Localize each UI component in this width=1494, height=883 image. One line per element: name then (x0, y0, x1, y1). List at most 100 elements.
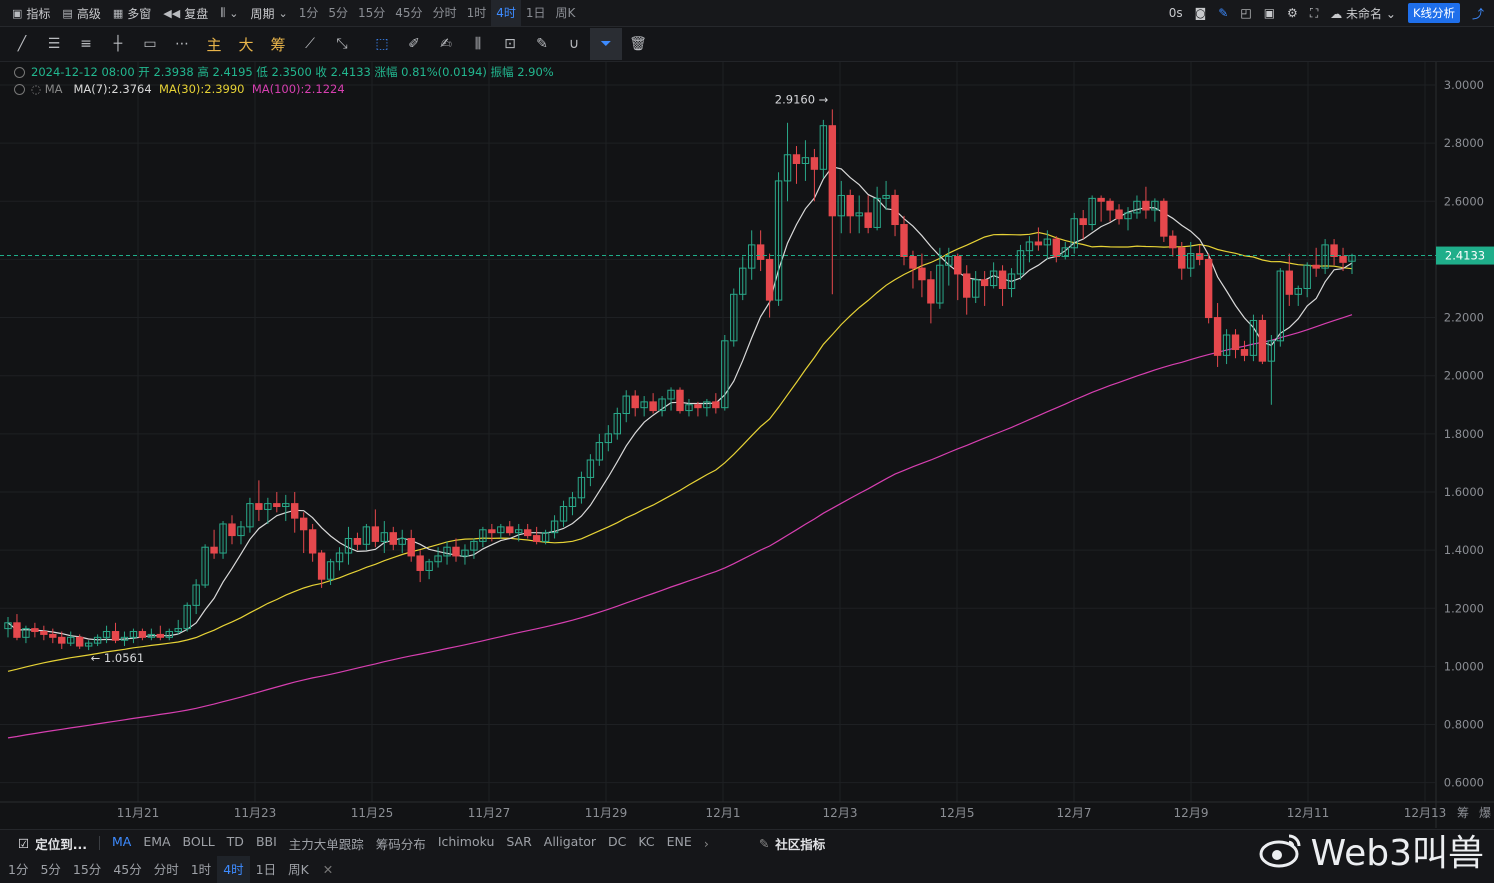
candle-up (443, 546, 451, 557)
candle-down (792, 154, 801, 164)
candles-group (4, 109, 1356, 651)
period-tab-0[interactable]: 1分 (298, 6, 319, 20)
settings-gear-icon[interactable]: ⚙ (1287, 6, 1298, 20)
candle-down (299, 517, 308, 531)
brush-icon[interactable]: ✍ (440, 36, 452, 52)
x-tick-label: 11月29 (585, 806, 628, 820)
chevron-right-icon[interactable]: › (703, 835, 709, 851)
bottom-period-tab-6[interactable]: 4时 (217, 856, 250, 883)
indicator-button[interactable]: ▣ 指标 (12, 6, 51, 21)
chart-type-button[interactable]: ⫼ ⌄ (214, 0, 244, 26)
screenshot-icon[interactable]: ▣ (1263, 6, 1276, 20)
fib-icon[interactable]: ⟋ (305, 36, 315, 52)
bottom-period-tab-2[interactable]: 15分 (72, 862, 102, 877)
indicator-item-3[interactable]: TD (226, 833, 244, 849)
indicator-item-8[interactable]: SAR (506, 833, 532, 849)
candle-down (1339, 256, 1347, 263)
parallel-lines-icon[interactable]: ☰ (47, 36, 61, 52)
period-tab-6[interactable]: 4时 (491, 0, 521, 26)
close-icon[interactable]: ✕ (322, 862, 334, 877)
indicator-item-12[interactable]: ENE (666, 833, 692, 849)
filter-icon[interactable]: ⏷ (590, 28, 622, 60)
large-order-tool[interactable]: 大 (238, 35, 254, 54)
chip-tool[interactable]: 筹 (270, 35, 286, 54)
period-menu-button[interactable]: 周期 ⌄ (250, 6, 288, 21)
collapse-icon[interactable] (14, 67, 25, 78)
period-tab-7[interactable]: 1日 (525, 6, 546, 20)
indicator-item-1[interactable]: EMA (143, 833, 171, 849)
indicator-item-7[interactable]: Ichimoku (437, 833, 495, 849)
indicator-item-10[interactable]: DC (608, 833, 627, 849)
candle-down (998, 270, 1007, 289)
magnet-icon[interactable]: ∪ (568, 36, 580, 52)
candlestick-chart[interactable]: 3.00002.80002.60002.40002.20002.00001.80… (0, 62, 1494, 828)
indicator-item-5[interactable]: 主力大单跟踪 (288, 836, 364, 852)
candle-up (640, 401, 648, 409)
candle-up (380, 532, 389, 542)
k-analysis-button[interactable]: K线分析 (1407, 3, 1460, 23)
indicator-item-11[interactable]: KC (638, 833, 655, 849)
lock-icon[interactable]: ⊡ (504, 36, 516, 52)
bottom-period-tab-0[interactable]: 1分 (8, 862, 29, 877)
candle-up (335, 552, 344, 563)
candle-up (1321, 244, 1329, 269)
crosshair-line-icon[interactable]: ┼ (113, 36, 123, 52)
candle-up (192, 584, 200, 606)
candle-down (1285, 270, 1293, 295)
candle-down (523, 529, 532, 537)
window-icon[interactable]: ◰ (1240, 6, 1252, 20)
candle-up (855, 212, 863, 217)
measure-icon[interactable]: ⤡ (336, 36, 348, 52)
candle-down (1330, 244, 1338, 258)
period-tab-1[interactable]: 5分 (328, 6, 348, 20)
pen-icon[interactable]: ✎ (1218, 6, 1229, 20)
bottom-period-bar: 1分 5分 15分 45分 分时 1时 4时 1日 周K ✕ (0, 856, 1494, 883)
period-tab-2[interactable]: 15分 (358, 6, 386, 20)
period-tab-8[interactable]: 周K (555, 6, 576, 20)
indicator-item-9[interactable]: Alligator (543, 833, 597, 849)
candle-compare-icon[interactable]: ⫼ (474, 36, 482, 52)
period-tab-3[interactable]: 45分 (395, 6, 423, 20)
period-tab-4[interactable]: 分时 (432, 6, 457, 20)
candle-down (371, 526, 380, 542)
horizontal-lines-icon[interactable]: ≡ (80, 36, 92, 52)
bottom-period-tab-4[interactable]: 分时 (153, 862, 179, 877)
indicator-item-6[interactable]: 筹码分布 (375, 836, 426, 852)
candle-up (801, 157, 810, 164)
candle-down (649, 401, 657, 412)
replay-button[interactable]: ◀◀ 复盘 (163, 6, 209, 21)
bottom-period-tab-5[interactable]: 1时 (190, 862, 212, 877)
candle-up (93, 636, 102, 644)
select-icon[interactable]: ⬚ (375, 36, 389, 52)
bottom-period-tab-3[interactable]: 45分 (113, 862, 142, 877)
collapse-icon[interactable] (14, 84, 25, 95)
ruler-icon[interactable]: ✐ (408, 36, 420, 52)
community-indicator-button[interactable]: ✎ 社区指标 (758, 835, 826, 852)
layout-name-dropdown[interactable]: ☁ 未命名 ⌄ (1330, 6, 1396, 21)
indicator-item-2[interactable]: BOLL (182, 833, 215, 849)
indicator-item-4[interactable]: BBI (255, 833, 277, 849)
trash-icon[interactable]: 🗑 (629, 36, 647, 52)
candle-up (237, 526, 245, 537)
bottom-period-tab-1[interactable]: 5分 (40, 862, 61, 877)
indicator-item-0[interactable]: MA (111, 833, 132, 849)
multiwindow-button[interactable]: ▦ 多窗 (112, 6, 152, 21)
trend-line-icon[interactable]: ╱ (17, 36, 27, 52)
candle-up (739, 267, 747, 295)
locate-button[interactable]: ☑ 定位到... (18, 835, 87, 852)
fullscreen-icon[interactable]: ⛶ (1309, 5, 1319, 20)
rectangle-icon[interactable]: ▭ (143, 36, 157, 52)
current-price-badge (1436, 246, 1494, 265)
bottom-period-tab-7[interactable]: 1日 (255, 862, 277, 877)
candle-up (730, 293, 738, 342)
bottom-period-tab-8[interactable]: 周K (288, 862, 309, 877)
advanced-button[interactable]: ▤ 高级 (62, 6, 101, 21)
period-tab-5[interactable]: 1时 (466, 6, 487, 20)
share-icon[interactable]: ⤴ (1471, 6, 1484, 21)
camera-icon[interactable]: ◙ (1194, 6, 1207, 20)
candle-up (550, 520, 559, 534)
more-tools-icon[interactable]: ⋯ (175, 36, 189, 52)
bell-icon[interactable]: ◌ (31, 82, 42, 96)
main-tool[interactable]: 主 (206, 35, 222, 54)
note-icon[interactable]: ✎ (536, 36, 548, 52)
